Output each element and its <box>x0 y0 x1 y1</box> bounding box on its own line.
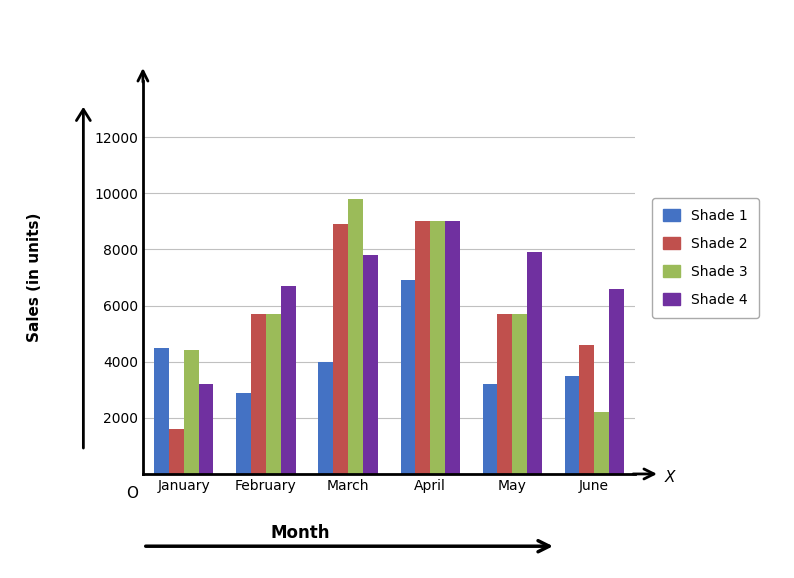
Bar <box>318 362 333 474</box>
Bar <box>363 255 378 474</box>
Legend: Shade 1, Shade 2, Shade 3, Shade 4: Shade 1, Shade 2, Shade 3, Shade 4 <box>652 198 759 318</box>
Bar <box>445 221 460 474</box>
Bar <box>348 199 363 474</box>
Text: X: X <box>665 470 675 486</box>
Bar <box>400 280 415 474</box>
Bar <box>237 392 251 474</box>
Bar <box>415 221 430 474</box>
Bar <box>266 314 281 474</box>
Bar <box>169 429 184 474</box>
Bar <box>483 384 497 474</box>
Bar <box>184 350 198 474</box>
Bar <box>594 412 609 474</box>
Bar <box>497 314 512 474</box>
Text: O: O <box>126 486 138 501</box>
Bar <box>198 384 214 474</box>
Bar <box>333 224 348 474</box>
Bar <box>251 314 266 474</box>
Bar <box>609 288 624 474</box>
Text: Sales (in units): Sales (in units) <box>27 213 42 342</box>
Bar <box>565 376 580 474</box>
Bar <box>281 286 295 474</box>
Bar <box>580 345 594 474</box>
Bar <box>527 252 542 474</box>
Text: Month: Month <box>270 524 330 542</box>
Bar <box>154 347 169 474</box>
Bar <box>512 314 527 474</box>
Bar <box>430 221 445 474</box>
